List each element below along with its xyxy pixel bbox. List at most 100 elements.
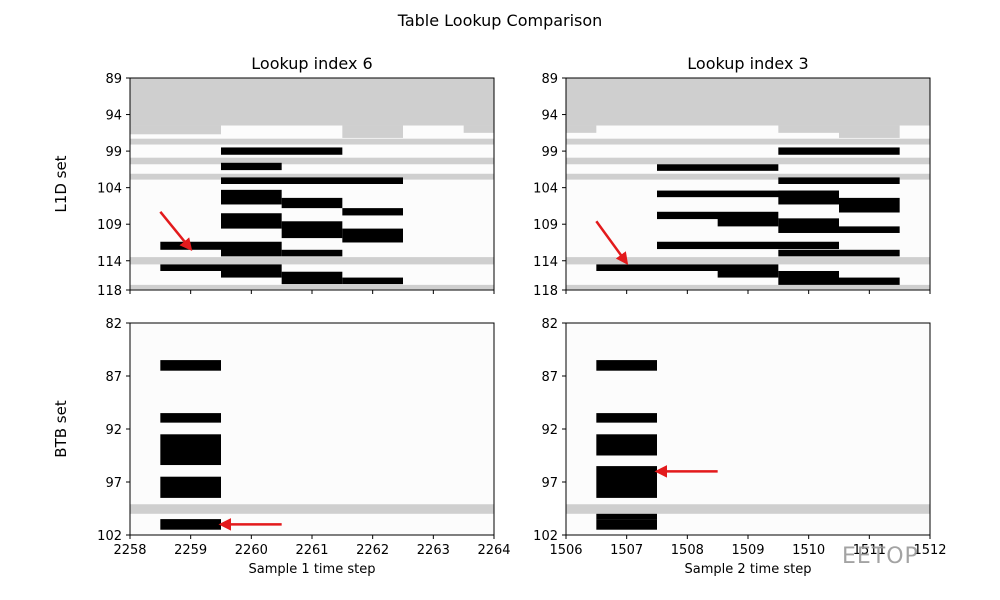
x-tick-label: 1509 (731, 543, 764, 558)
x-tick-label: 1507 (610, 543, 643, 558)
chart-panel-4: 1506 1507 1508 1509 1510 1511 1512 82 87 92 97 102 S… (533, 317, 946, 577)
black-cell (778, 190, 839, 205)
black-cell (657, 164, 779, 171)
black-cell (596, 264, 779, 271)
y-tick-label: 109 (97, 218, 122, 233)
black-cell (221, 241, 282, 257)
y-tick-label: 109 (533, 218, 558, 233)
y-tick-label: 87 (105, 370, 122, 385)
x-tick-label: 2258 (113, 543, 146, 558)
gray-cell (130, 157, 494, 165)
y-tick-label: 118 (533, 284, 558, 299)
panel-title: Lookup index 3 (687, 54, 808, 73)
y-tick-label: 94 (541, 109, 558, 124)
gray-cell (839, 125, 900, 138)
y-axis-label: L1D set (52, 155, 70, 212)
y-axis-label: BTB set (52, 400, 70, 458)
y-tick-label: 92 (105, 423, 122, 438)
black-cell (342, 208, 403, 216)
plot-area (130, 323, 494, 535)
black-cell (221, 162, 282, 171)
gray-cell (130, 138, 494, 145)
plot-area (566, 78, 930, 290)
black-cell (778, 270, 839, 285)
x-tick-label: 2264 (477, 543, 510, 558)
x-tick-label: 1511 (853, 543, 886, 558)
gray-cell (566, 173, 930, 180)
gray-cell (778, 125, 839, 133)
chart-panel-3: 2258 2259 2260 2261 2262 2263 2264 82 87 92 97 102 S… (52, 317, 511, 577)
gray-cell (566, 138, 930, 145)
black-cell (596, 413, 657, 423)
red-arrow-annotation (159, 210, 193, 252)
black-cell (160, 413, 221, 423)
gray-cell (566, 257, 930, 265)
gray-cell (130, 125, 221, 135)
black-cell (717, 270, 779, 278)
black-cell (657, 190, 839, 198)
black-cell (221, 189, 282, 205)
y-tick-label: 114 (533, 255, 558, 270)
y-tick-label: 99 (541, 145, 558, 160)
y-tick-label: 89 (105, 72, 122, 87)
y-tick-label: 114 (97, 255, 122, 270)
chart-panel-2: 89 94 99 104 109 114 118 Lookup index 3 (533, 54, 931, 299)
black-cell (342, 228, 403, 243)
black-cell (839, 197, 900, 213)
y-tick-label: 99 (105, 145, 122, 160)
gray-cell (566, 78, 930, 126)
watermark-text: EETOP (842, 544, 919, 569)
black-cell (160, 434, 221, 466)
gray-cell (463, 125, 494, 133)
plot-background (566, 323, 930, 535)
gray-cell (566, 157, 930, 165)
y-tick-label: 97 (541, 476, 558, 491)
y-tick-label: 89 (541, 72, 558, 87)
y-tick-label: 102 (97, 529, 122, 544)
y-tick-label: 92 (541, 423, 558, 438)
x-tick-label: 2259 (174, 543, 207, 558)
black-cell (281, 249, 343, 257)
y-tick-label: 82 (541, 317, 558, 332)
x-tick-label: 2260 (235, 543, 268, 558)
black-cell (839, 277, 900, 285)
black-cell (281, 271, 343, 285)
y-tick-label: 102 (533, 529, 558, 544)
black-cell (596, 360, 657, 371)
black-cell (281, 197, 343, 209)
y-tick-label: 97 (105, 476, 122, 491)
y-tick-label: 82 (105, 317, 122, 332)
plot-area (566, 323, 930, 535)
black-cell (657, 211, 779, 220)
gray-cell (342, 125, 403, 138)
black-cell (596, 434, 657, 456)
black-cell (839, 226, 900, 233)
gray-cell (130, 78, 494, 126)
black-cell (778, 249, 900, 257)
gray-cell (130, 284, 494, 290)
chart-panel-1: 89 94 99 104 109 114 118 Lookup index 6 L1D set (52, 54, 495, 299)
panel-title: Lookup index 6 (251, 54, 372, 73)
x-tick-label: 2261 (295, 543, 328, 558)
x-tick-label: 1512 (913, 543, 946, 558)
black-cell (717, 218, 779, 227)
black-cell (596, 519, 657, 530)
x-axis-label: Sample 2 time step (685, 562, 812, 577)
plot-background (130, 323, 494, 535)
black-cell (160, 264, 221, 271)
black-cell (281, 221, 343, 239)
black-cell (657, 241, 839, 250)
gray-cell (566, 284, 930, 290)
black-cell (160, 476, 221, 498)
black-cell (596, 513, 657, 520)
black-cell (221, 147, 343, 155)
black-cell (221, 213, 282, 229)
y-tick-label: 104 (97, 182, 122, 197)
black-cell (778, 218, 839, 233)
y-tick-label: 104 (533, 182, 558, 197)
watermark-logo: EETOP (842, 544, 919, 569)
x-tick-label: 2263 (417, 543, 450, 558)
black-cell (596, 466, 657, 498)
black-cell (160, 360, 221, 371)
x-tick-label: 1508 (671, 543, 704, 558)
